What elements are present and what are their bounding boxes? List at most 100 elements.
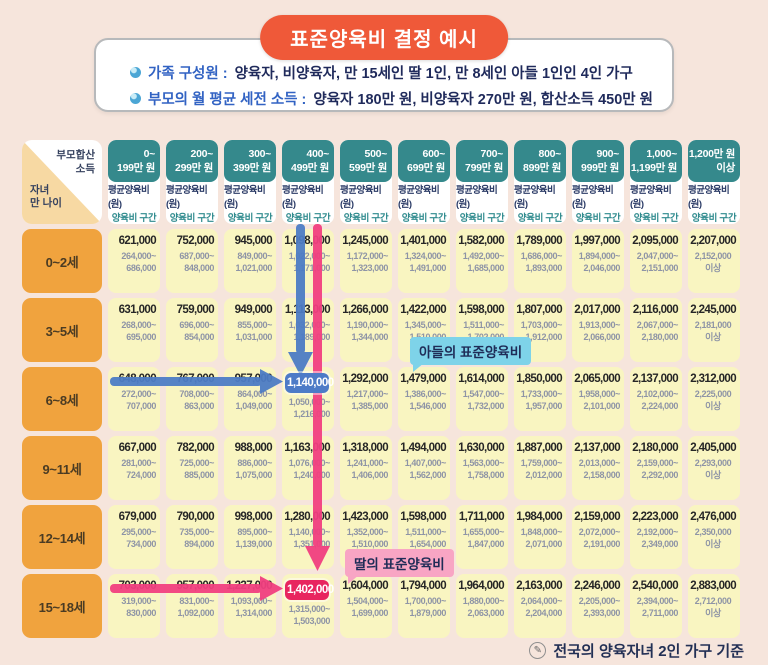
support-range-value: 2,350,000 이상: [694, 527, 732, 550]
average-support-value: 945,000: [234, 235, 273, 247]
support-table-cell: 2,312,000 2,225,000 이상: [688, 367, 740, 431]
average-support-value: 2,159,000: [574, 511, 620, 523]
support-table-cell: 1,292,000 1,217,000~ 1,385,000: [340, 367, 392, 431]
avg-support-sublabel: 평균양육비(원): [688, 185, 730, 210]
average-support-value: 1,614,000: [458, 373, 504, 385]
income-range-label: 0~ 199만 원: [108, 140, 160, 182]
column-subheader: 평균양육비(원) 양육비 구간: [688, 182, 740, 224]
parent-income-label: 부모의 월 평균 세전 소득 :: [148, 92, 307, 108]
support-range-value: 264,000~ 686,000: [121, 251, 156, 274]
child-support-table: 부모합산 소득 자녀 만 나이 0~ 199만 원 평균양육비(원) 양육비 구간 2…: [22, 140, 744, 638]
support-range-sublabel: 양육비 구간: [111, 213, 157, 224]
income-range-label: 1,200만 원 이상: [688, 140, 740, 182]
column-subheader: 평균양육비(원) 양육비 구간: [630, 182, 682, 224]
support-range-value: 2,102,000~ 2,224,000: [636, 389, 679, 412]
support-range-value: 2,047,000~ 2,151,000: [636, 251, 679, 274]
support-range-sublabel: 양육비 구간: [169, 213, 215, 224]
age-row-label: 6~8세: [22, 367, 102, 431]
average-support-value: 1,479,000: [400, 373, 446, 385]
support-table-cell: 790,000 735,000~ 894,000: [166, 505, 218, 569]
support-range-value: 708,000~ 863,000: [179, 389, 214, 412]
support-range-value: 2,205,000~ 2,393,000: [578, 596, 621, 619]
avg-support-sublabel: 평균양육비(원): [224, 185, 266, 210]
support-range-value: 1,703,000~ 1,912,000: [520, 320, 563, 343]
average-support-value: 759,000: [176, 304, 215, 316]
support-range-value: 849,000~ 1,021,000: [235, 251, 273, 274]
average-support-value: 679,000: [118, 511, 157, 523]
average-support-value: 648,000: [118, 373, 157, 385]
average-support-value: 2,163,000: [516, 580, 562, 592]
support-table-cell: 1,887,000 1,759,000~ 2,012,000: [514, 436, 566, 500]
support-table-cell: 1,113,000 1,032,000~ 1,189,000: [282, 298, 334, 362]
support-table-cell: 1,789,000 1,686,000~ 1,893,000: [514, 229, 566, 293]
income-range-label: 700~ 799만 원: [456, 140, 508, 182]
average-support-value: 2,095,000: [632, 235, 678, 247]
pen-icon: ✎: [529, 642, 547, 659]
average-support-value: 1,245,000: [342, 235, 388, 247]
support-table-cell: 1,794,000 1,700,000~ 1,879,000: [398, 574, 450, 638]
support-table-cell: 1,984,000 1,848,000~ 2,071,000: [514, 505, 566, 569]
support-range-value: 2,064,000~ 2,204,000: [520, 596, 563, 619]
age-row-label: 3~5세: [22, 298, 102, 362]
avg-support-sublabel: 평균양육비(원): [166, 185, 208, 210]
average-support-value: 1,711,000: [458, 511, 505, 523]
support-range-value: 2,152,000 이상: [694, 251, 732, 274]
support-range-value: 2,293,000 이상: [694, 458, 732, 481]
support-range-value: 895,000~ 1,139,000: [235, 527, 273, 550]
support-range-value: 855,000~ 1,031,000: [235, 320, 273, 343]
avg-support-sublabel: 평균양육비(원): [456, 185, 498, 210]
income-range-label: 900~ 999만 원: [572, 140, 624, 182]
support-table-cell: 2,137,000 2,102,000~ 2,224,000: [630, 367, 682, 431]
support-range-value: 2,072,000~ 2,191,000: [578, 527, 621, 550]
average-support-value: 2,476,000: [690, 511, 736, 523]
average-support-value: 1,113,000: [284, 304, 331, 316]
support-range-sublabel: 양육비 구간: [401, 213, 447, 224]
income-column-header: 600~ 699만 원 평균양육비(원) 양육비 구간: [398, 140, 450, 224]
support-table-cell: 2,163,000 2,064,000~ 2,204,000: [514, 574, 566, 638]
average-support-value: 2,883,000: [690, 580, 736, 592]
daughter-support-highlight: 1,402,000: [285, 580, 334, 600]
age-row-label: 9~11세: [22, 436, 102, 500]
average-support-value: 1,630,000: [458, 442, 504, 454]
average-support-value: 1,422,000: [400, 304, 446, 316]
support-table-cell: 1,140,000 1,050,000~ 1,216,000: [282, 367, 334, 431]
support-table-cell: 1,163,000 1,076,000~ 1,240,000: [282, 436, 334, 500]
support-range-value: 1,511,000~ 1,654,000: [405, 527, 446, 550]
support-range-value: 1,315,000~ 1,503,000: [288, 604, 331, 627]
support-table-cell: 998,000 895,000~ 1,139,000: [224, 505, 276, 569]
support-range-value: 1,894,000~ 2,046,000: [578, 251, 621, 274]
average-support-value: 2,540,000: [632, 580, 678, 592]
income-column-header: 200~ 299만 원 평균양육비(원) 양육비 구간: [166, 140, 218, 224]
support-range-value: 2,394,000~ 2,711,000: [636, 596, 679, 619]
average-support-value: 2,245,000: [690, 304, 736, 316]
support-table-cell: 2,137,000 2,013,000~ 2,158,000: [572, 436, 624, 500]
avg-support-sublabel: 평균양육비(원): [108, 185, 150, 210]
average-support-value: 2,137,000: [574, 442, 620, 454]
income-range-label: 400~ 499만 원: [282, 140, 334, 182]
support-table-cell: 1,266,000 1,190,000~ 1,344,000: [340, 298, 392, 362]
average-support-value: 957,000: [176, 580, 215, 592]
support-table-cell: 1,401,000 1,324,000~ 1,491,000: [398, 229, 450, 293]
support-table-cell: 2,540,000 2,394,000~ 2,711,000: [630, 574, 682, 638]
column-subheader: 평균양육비(원) 양육비 구간: [456, 182, 508, 224]
support-table-cell: 1,098,000 1,022,000~ 1,171,000: [282, 229, 334, 293]
average-support-value: 631,000: [118, 304, 157, 316]
support-table-cell: 2,223,000 2,192,000~ 2,349,000: [630, 505, 682, 569]
support-table-cell: 2,159,000 2,072,000~ 2,191,000: [572, 505, 624, 569]
average-support-value: 2,312,000: [690, 373, 736, 385]
support-table-cell: 648,000 272,000~ 707,000: [108, 367, 160, 431]
support-range-value: 1,022,000~ 1,171,000: [288, 251, 331, 274]
support-table-cell: 1,245,000 1,172,000~ 1,323,000: [340, 229, 392, 293]
support-range-sublabel: 양육비 구간: [343, 213, 389, 224]
support-table-cell: 621,000 264,000~ 686,000: [108, 229, 160, 293]
support-table-cell: 1,582,000 1,492,000~ 1,685,000: [456, 229, 508, 293]
column-subheader: 평균양육비(원) 양육비 구간: [340, 182, 392, 224]
average-support-value: 1,984,000: [516, 511, 562, 523]
support-range-value: 687,000~ 848,000: [179, 251, 214, 274]
average-support-value: 1,807,000: [516, 304, 562, 316]
support-range-value: 1,504,000~ 1,699,000: [346, 596, 389, 619]
income-column-header: 700~ 799만 원 평균양육비(원) 양육비 구간: [456, 140, 508, 224]
support-range-value: 1,686,000~ 1,893,000: [520, 251, 563, 274]
table-corner-cell: 부모합산 소득 자녀 만 나이: [22, 140, 102, 224]
support-table-cell: 2,095,000 2,047,000~ 2,151,000: [630, 229, 682, 293]
